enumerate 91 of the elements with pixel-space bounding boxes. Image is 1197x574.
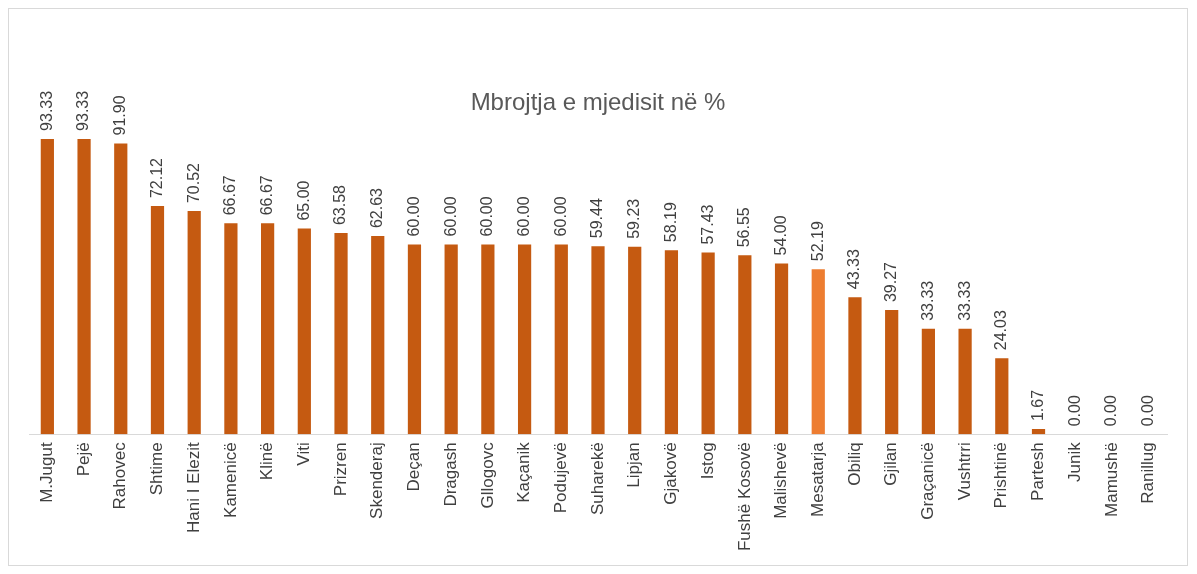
bar — [114, 143, 128, 435]
bar — [591, 246, 605, 435]
bar — [774, 263, 789, 435]
bar — [701, 252, 715, 435]
x-tick-label: Mesatarja — [807, 441, 827, 517]
data-label: 60.00 — [551, 196, 569, 237]
data-label: 72.12 — [147, 157, 165, 199]
x-tick-label: Viti — [294, 442, 314, 466]
bar — [150, 206, 165, 435]
bar — [554, 244, 568, 435]
x-tick-label: Gllogovc — [477, 441, 497, 509]
data-label: 54.00 — [771, 215, 789, 256]
data-label: 59.23 — [625, 198, 643, 239]
data-label: 93.33 — [37, 90, 55, 131]
x-tick-label: Ranillug — [1138, 442, 1158, 504]
bar — [481, 244, 495, 435]
data-label: 58.19 — [661, 202, 679, 243]
data-label: 57.43 — [698, 204, 716, 245]
bar — [811, 269, 825, 435]
x-tick-label: Istog — [697, 442, 717, 480]
x-tick-label: Mamushë — [1101, 442, 1121, 517]
bar — [628, 246, 642, 435]
data-label: 60.00 — [441, 196, 459, 237]
data-label: 43.33 — [845, 249, 863, 290]
chart-title: Mbrojtja e mjedisit në % — [470, 88, 726, 116]
data-label: 66.67 — [258, 175, 276, 216]
data-label: 60.00 — [478, 196, 496, 237]
bar — [664, 250, 679, 435]
x-tick-label: Gjakovë — [661, 442, 681, 505]
bar — [40, 138, 54, 435]
x-tick-label: Pejë — [73, 442, 93, 477]
x-tick-label: Podujevë — [550, 442, 570, 514]
bar — [1031, 429, 1046, 435]
data-label: 93.33 — [74, 90, 92, 131]
bar — [77, 138, 91, 435]
bar — [848, 297, 862, 435]
data-label: 62.63 — [368, 187, 386, 229]
bar — [444, 244, 458, 435]
data-label: 39.27 — [882, 261, 900, 303]
data-label: 63.58 — [331, 184, 349, 226]
x-tick-label: Shtime — [147, 442, 167, 496]
bar — [261, 223, 275, 435]
x-tick-label: Malishevë — [771, 442, 791, 519]
bar — [517, 244, 532, 435]
x-tick-label: Vushtrri — [954, 442, 974, 501]
bar — [885, 310, 899, 435]
bar — [334, 233, 348, 435]
x-tick-label: Deçan — [404, 442, 424, 492]
x-tick-label: Prishtinë — [991, 442, 1011, 509]
data-label: 70.52 — [184, 162, 202, 204]
x-tick-label: Skenderaj — [367, 442, 387, 519]
x-tick-label: Gjilan — [881, 442, 901, 486]
x-tick-label: Graçanicë — [918, 442, 938, 520]
bar — [921, 328, 935, 435]
x-tick-label: M.Jugut — [37, 442, 57, 503]
bar — [958, 328, 972, 435]
bar — [187, 211, 201, 435]
data-label: 59.44 — [588, 198, 606, 239]
bar — [995, 358, 1009, 435]
x-tick-label: Fushë Kosovë — [734, 442, 754, 552]
data-label: 91.90 — [111, 95, 129, 136]
data-label: 60.00 — [514, 196, 532, 237]
data-label: 33.33 — [918, 280, 936, 321]
bar — [297, 228, 311, 435]
data-label: 60.00 — [404, 196, 422, 237]
data-label: 66.67 — [221, 175, 239, 216]
x-tick-label: Suharekë — [587, 442, 607, 516]
x-tick-label: Lipjan — [624, 442, 644, 488]
x-tick-label: Partesh — [1028, 442, 1048, 501]
data-label: 24.03 — [992, 310, 1010, 351]
data-label: 1.67 — [1028, 389, 1046, 422]
data-label: 33.33 — [955, 280, 973, 321]
bar — [224, 223, 238, 435]
x-tick-label: Junik — [1064, 441, 1084, 483]
bar — [738, 255, 752, 435]
x-tick-label: Hani I Elezit — [183, 442, 203, 534]
data-label: 0.00 — [1139, 395, 1157, 427]
x-tick-label: Prizren — [330, 442, 350, 497]
bar — [407, 244, 422, 435]
data-label: 52.19 — [808, 220, 826, 262]
data-label: 56.55 — [735, 207, 753, 248]
data-label: 0.00 — [1065, 395, 1083, 427]
x-tick-label: Obiliq — [844, 442, 864, 486]
x-tick-label: Kaçanik — [514, 441, 534, 503]
x-tick-label: Klinë — [257, 442, 277, 481]
x-tick-label: Dragash — [440, 442, 460, 507]
bar — [371, 236, 385, 435]
x-tick-label: Kamenicë — [220, 442, 240, 518]
data-label: 65.00 — [294, 180, 312, 221]
data-label: 0.00 — [1102, 395, 1120, 427]
x-tick-label: Rahovec — [110, 441, 130, 510]
